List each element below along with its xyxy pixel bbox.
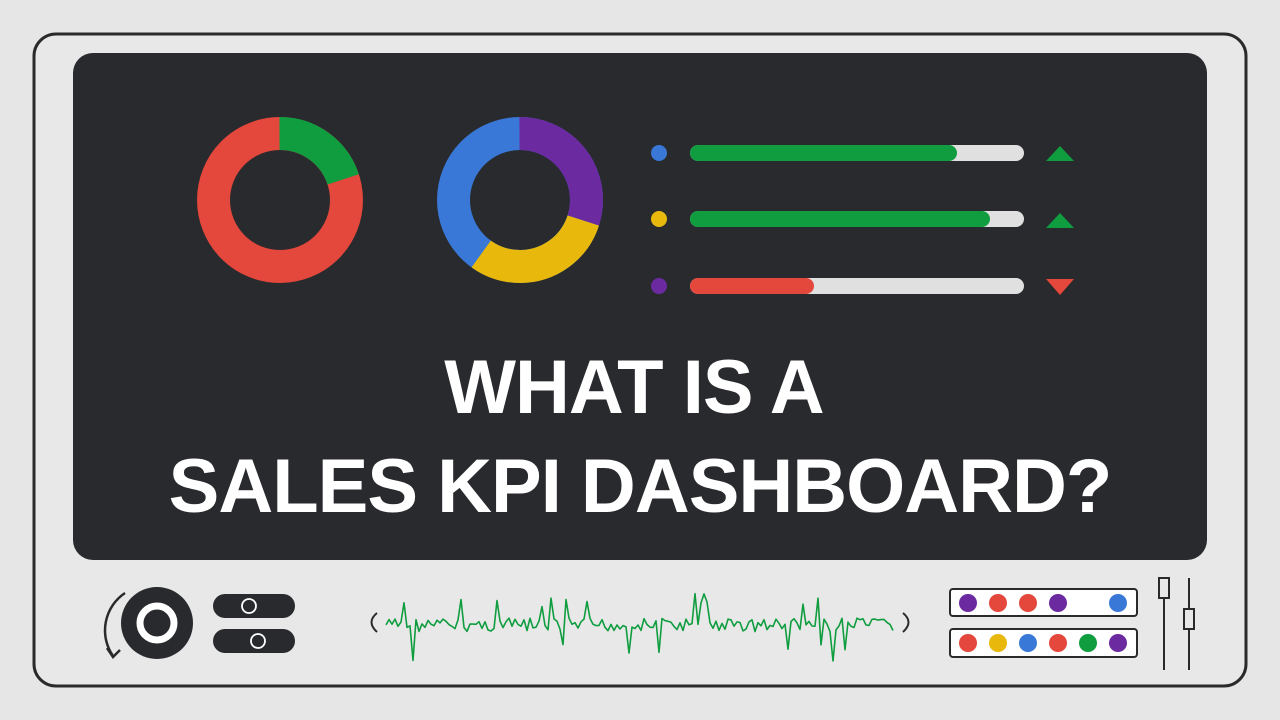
- progress-rows: [651, 145, 1074, 295]
- progress-fill: [690, 211, 990, 227]
- row-dot: [651, 278, 667, 294]
- toggle-knob: [250, 633, 266, 649]
- trend-up: [1046, 146, 1074, 161]
- rotate-arrow: [103, 591, 126, 657]
- toggle: [213, 594, 295, 618]
- trend-up: [1046, 213, 1074, 228]
- title-line: SALES KPI DASHBOARD?: [169, 444, 1112, 529]
- donut-segment: [197, 117, 363, 283]
- trend-down: [1046, 279, 1074, 295]
- knob-ring: [136, 602, 178, 644]
- led: [989, 634, 1007, 652]
- waveform: [385, 592, 894, 662]
- led: [1019, 634, 1037, 652]
- row-dot: [651, 211, 667, 227]
- bracket: [902, 612, 910, 633]
- progress-fill: [690, 145, 957, 161]
- led: [1049, 634, 1067, 652]
- slider-handle: [1158, 577, 1170, 599]
- led: [1049, 594, 1067, 612]
- donut-icon: [437, 117, 603, 283]
- bracket: [370, 612, 378, 633]
- led: [1079, 634, 1097, 652]
- row-dot: [651, 145, 667, 161]
- led: [1019, 594, 1037, 612]
- leds: [959, 594, 1127, 652]
- knob: [121, 587, 193, 659]
- progress-fill: [690, 278, 814, 294]
- led: [959, 634, 977, 652]
- slider-handle: [1183, 608, 1195, 630]
- led: [1109, 634, 1127, 652]
- controls: [103, 577, 1195, 670]
- donut-icon: [197, 117, 363, 283]
- led: [989, 594, 1007, 612]
- led: [1109, 594, 1127, 612]
- led-panel: [949, 628, 1138, 658]
- led-panel: [949, 588, 1138, 617]
- donut-segment: [437, 117, 603, 283]
- toggle: [213, 629, 295, 653]
- title-line: WHAT IS A: [444, 345, 823, 430]
- donut-segment: [437, 117, 603, 283]
- toggle-knob: [241, 598, 257, 614]
- led: [959, 594, 977, 612]
- rotate-arrow-head: [105, 647, 121, 659]
